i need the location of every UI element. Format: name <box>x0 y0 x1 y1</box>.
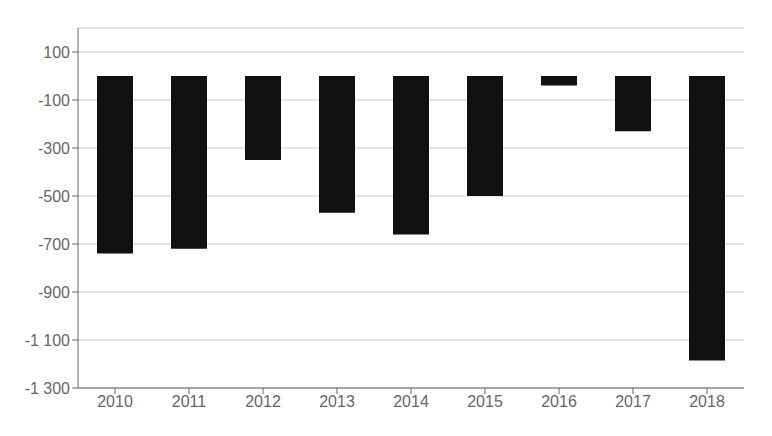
svg-text:-1 100: -1 100 <box>25 332 70 349</box>
svg-text:-500: -500 <box>38 188 70 205</box>
svg-text:-1 300: -1 300 <box>25 380 70 397</box>
svg-text:2015: 2015 <box>467 393 503 410</box>
svg-text:2018: 2018 <box>689 393 725 410</box>
svg-text:-300: -300 <box>38 140 70 157</box>
svg-text:2013: 2013 <box>319 393 355 410</box>
svg-text:-700: -700 <box>38 236 70 253</box>
svg-text:2010: 2010 <box>97 393 133 410</box>
svg-text:100: 100 <box>43 44 70 61</box>
svg-text:2014: 2014 <box>393 393 429 410</box>
svg-text:2012: 2012 <box>245 393 281 410</box>
svg-text:-900: -900 <box>38 284 70 301</box>
svg-text:2011: 2011 <box>172 393 207 410</box>
svg-text:2017: 2017 <box>615 393 651 410</box>
svg-text:-100: -100 <box>38 92 70 109</box>
svg-text:2016: 2016 <box>541 393 577 410</box>
